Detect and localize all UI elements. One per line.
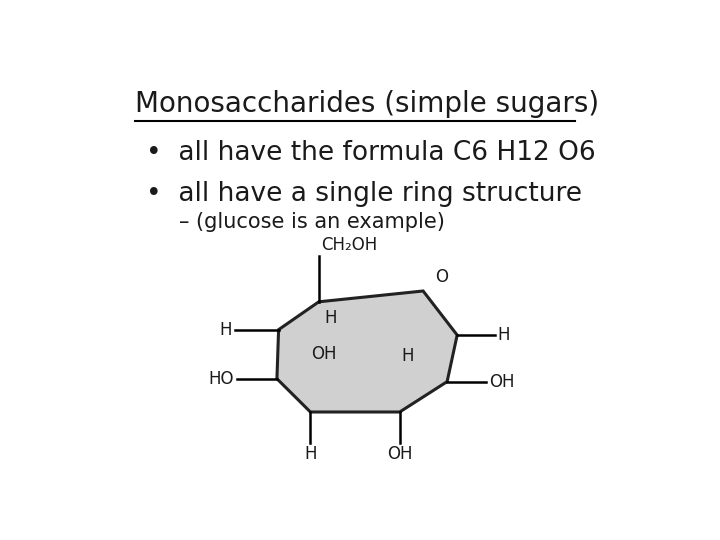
Text: •  all have a single ring structure: • all have a single ring structure [145,181,582,207]
Text: H: H [402,347,414,365]
Polygon shape [277,291,457,412]
Text: OH: OH [489,373,515,390]
Text: H: H [325,309,337,327]
Text: CH₂OH: CH₂OH [322,236,378,254]
Text: – (glucose is an example): – (glucose is an example) [179,212,445,232]
Text: OH: OH [312,345,337,363]
Text: •  all have the formula C6 H12 O6: • all have the formula C6 H12 O6 [145,140,595,166]
Text: O: O [435,268,448,286]
Text: Monosaccharides (simple sugars): Monosaccharides (simple sugars) [135,90,599,118]
Text: OH: OH [387,446,413,463]
Text: H: H [498,326,510,344]
Text: HO: HO [209,370,234,388]
Text: H: H [220,321,233,339]
Text: H: H [304,446,317,463]
